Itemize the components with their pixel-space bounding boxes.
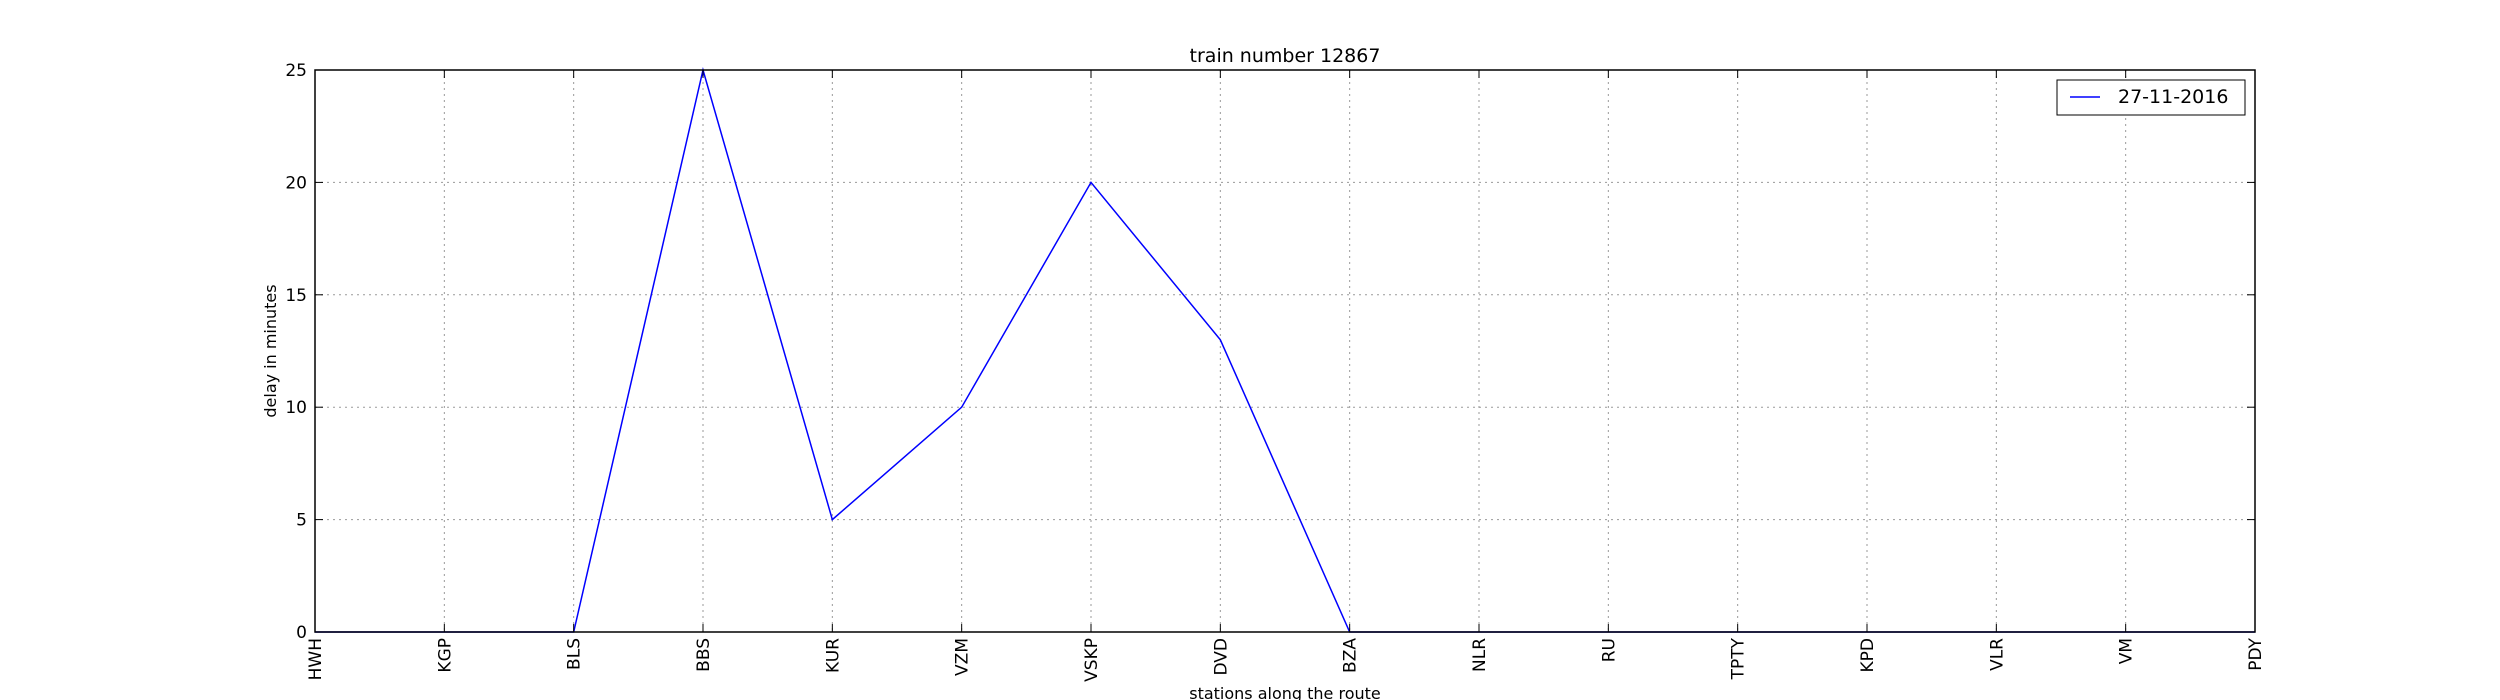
y-tick-label: 15	[285, 286, 307, 306]
x-tick-label: BZA	[1341, 638, 1361, 673]
x-tick-label: BLS	[565, 638, 585, 670]
x-tick-label: DVD	[1211, 638, 1231, 676]
legend-label: 27-11-2016	[2118, 86, 2228, 108]
x-tick-label: KPD	[1858, 638, 1878, 673]
x-tick-label: VZM	[953, 638, 973, 676]
x-tick-label: VSKP	[1082, 638, 1102, 682]
x-tick-label: KUR	[823, 638, 843, 673]
x-tick-label: TPTY	[1729, 637, 1749, 680]
y-tick-label: 5	[296, 511, 307, 531]
axis-ticks	[315, 70, 2255, 632]
x-tick-label: VM	[2117, 638, 2137, 664]
grid-lines	[315, 70, 2255, 632]
x-tick-label: HWH	[306, 638, 326, 680]
x-tick-label: KGP	[435, 638, 455, 673]
x-tick-label: RU	[1599, 638, 1619, 662]
series-line	[315, 70, 2255, 632]
series-lines	[315, 70, 2255, 632]
legend: 27-11-2016	[2057, 80, 2245, 115]
x-tick-label: VLR	[1987, 638, 2007, 671]
y-tick-label: 10	[285, 398, 307, 418]
x-tick-label: BBS	[694, 638, 714, 672]
x-tick-label: PDY	[2246, 637, 2266, 670]
y-tick-label: 20	[285, 173, 307, 193]
chart-title: train number 12867	[1190, 45, 1381, 67]
x-tick-labels: HWH KGP BLS BBS KUR VZM VSKP DVD BZA NLR RU TPTY KPD…	[306, 637, 2266, 681]
x-tick-label: NLR	[1470, 638, 1490, 672]
x-axis-label: stations along the route	[1189, 684, 1381, 700]
y-tick-label: 25	[285, 61, 307, 81]
y-axis-label: delay in minutes	[261, 284, 280, 417]
plot-frame	[315, 70, 2255, 632]
